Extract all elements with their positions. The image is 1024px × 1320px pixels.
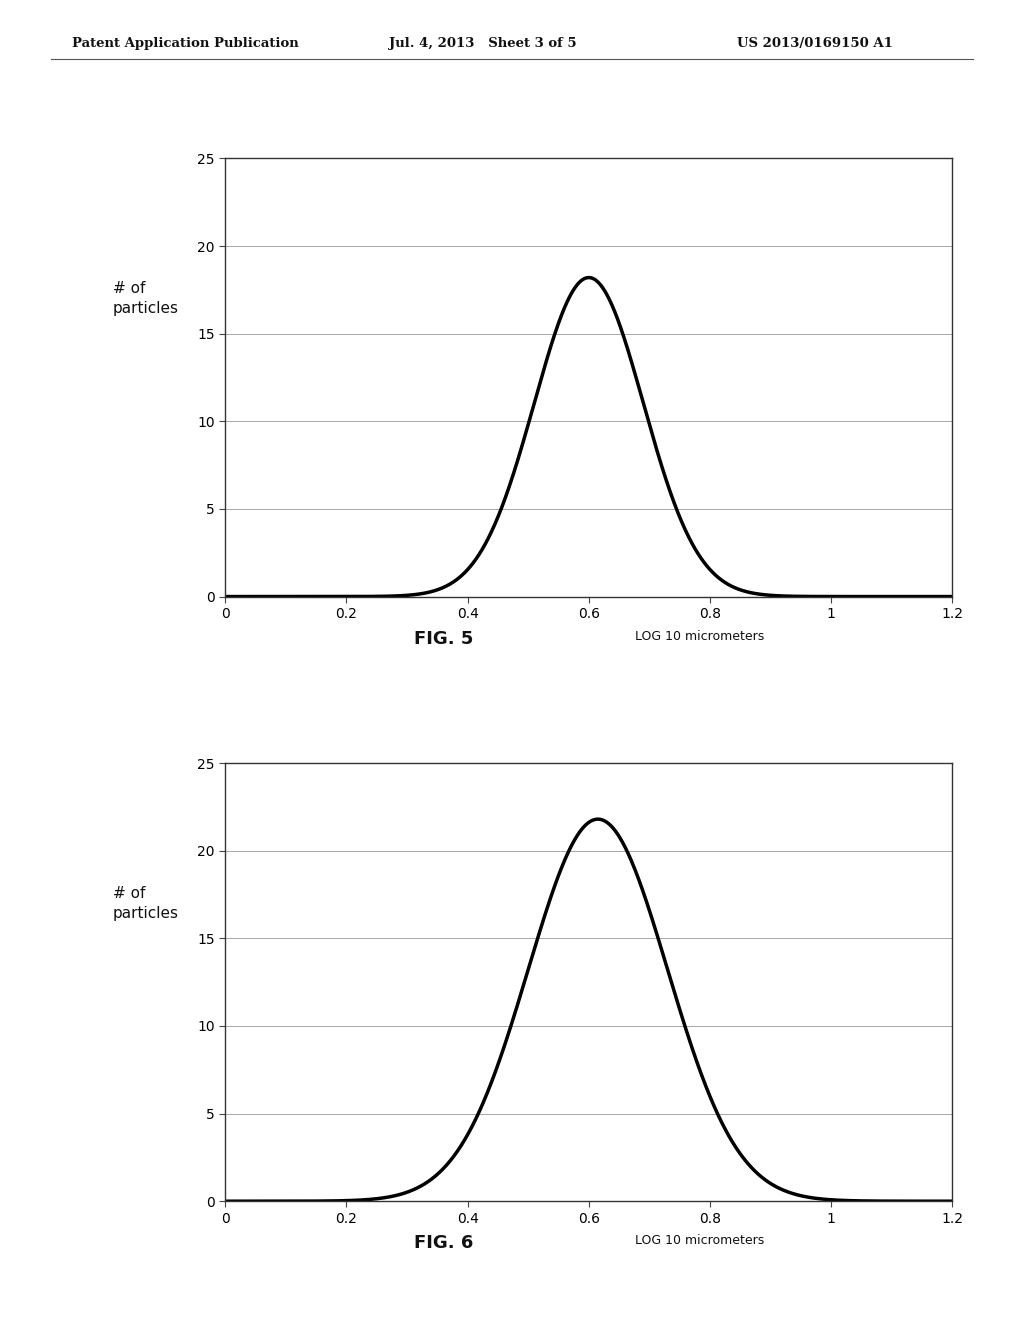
Text: # of
particles: # of particles <box>113 886 178 920</box>
Text: FIG. 5: FIG. 5 <box>414 630 473 648</box>
Text: LOG 10 micrometers: LOG 10 micrometers <box>635 1234 764 1247</box>
Text: # of
particles: # of particles <box>113 281 178 315</box>
Text: FIG. 6: FIG. 6 <box>414 1234 473 1253</box>
Text: US 2013/0169150 A1: US 2013/0169150 A1 <box>737 37 893 50</box>
Text: Jul. 4, 2013   Sheet 3 of 5: Jul. 4, 2013 Sheet 3 of 5 <box>389 37 577 50</box>
Text: Patent Application Publication: Patent Application Publication <box>72 37 298 50</box>
Text: LOG 10 micrometers: LOG 10 micrometers <box>635 630 764 643</box>
